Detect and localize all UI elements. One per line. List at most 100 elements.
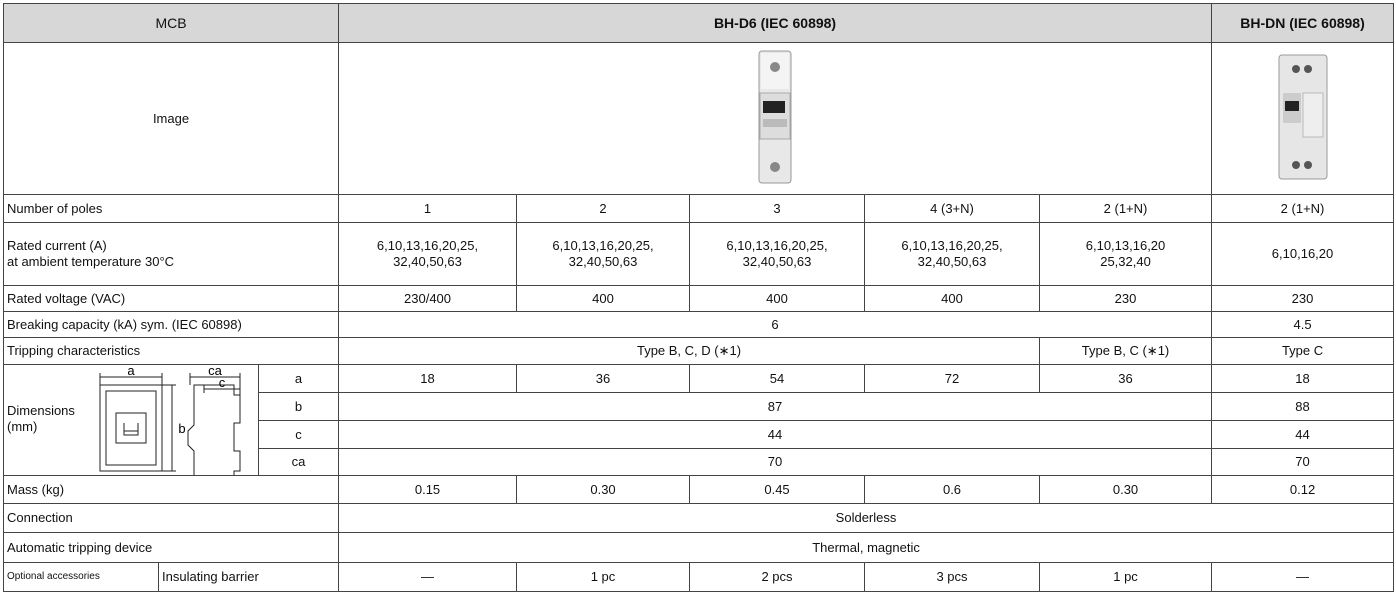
cell: 400: [689, 285, 866, 312]
line: at ambient temperature 30°C: [7, 254, 175, 269]
line: 32,40,50,63: [568, 254, 638, 269]
optional-accessories-row: Optional accessories Insulating barrier …: [3, 562, 1395, 592]
header-row: MCB BH-D6 (IEC 60898) BH-DN (IEC 60898): [2, 3, 1395, 43]
row-label: b: [257, 392, 340, 421]
cell: 70: [1211, 448, 1395, 476]
cell: 6,10,13,16,20 25,32,40: [1039, 222, 1213, 286]
cell: 1: [338, 194, 518, 223]
cell: 36: [516, 364, 691, 393]
cell: 230/400: [338, 285, 518, 312]
cell: 44: [338, 420, 1213, 449]
image-cell: [1211, 42, 1395, 195]
dimensions-label: Dimensions (mm): [7, 403, 75, 435]
cell: 0.15: [338, 475, 518, 504]
row-label: Tripping characteristics: [2, 337, 340, 365]
rated-current-row: Rated current (A) at ambient temperature …: [2, 222, 1395, 286]
cell: 88: [1211, 392, 1395, 421]
cell: 6: [338, 311, 1213, 338]
diagram-label: ca: [208, 365, 223, 378]
diagram-label: b: [178, 421, 185, 436]
cell: 6,10,13,16,20,25, 32,40,50,63: [864, 222, 1041, 286]
line: 6,10,13,16,20,25,: [376, 238, 479, 253]
row-label: a: [257, 364, 340, 393]
line: Dimensions: [7, 403, 75, 418]
header-cell: MCB: [2, 3, 340, 43]
cell: 400: [516, 285, 691, 312]
cell: 6,10,13,16,20,25, 32,40,50,63: [689, 222, 866, 286]
diagram-label: a: [127, 365, 135, 378]
line: 6,10,13,16,20,25,: [552, 238, 654, 253]
cell: 54: [689, 364, 866, 393]
diagram-label: c: [219, 375, 226, 390]
cell: Thermal, magnetic: [338, 532, 1395, 563]
cell: 230: [1211, 285, 1395, 312]
cell: 70: [338, 448, 1213, 476]
line: 25,32,40: [1100, 254, 1151, 269]
dimensions-cell: Dimensions (mm) a b ca c: [3, 364, 259, 476]
header-cell: BH-D6 (IEC 60898): [338, 3, 1213, 43]
line: 6,10,16,20: [1271, 246, 1334, 261]
cell: 6,10,13,16,20,25, 32,40,50,63: [338, 222, 518, 286]
cell: 0.6: [864, 475, 1041, 504]
cell: 87: [338, 392, 1213, 421]
cell: —: [1211, 562, 1395, 592]
row-label: Connection: [2, 503, 340, 533]
dimension-row: b 87 88: [4, 392, 1395, 421]
cell: Type B, C, D (∗1): [338, 337, 1041, 365]
cell: 2 pcs: [689, 562, 866, 592]
breaking-row: Breaking capacity (kA) sym. (IEC 60898) …: [2, 311, 1395, 338]
row-label: Mass (kg): [2, 475, 340, 504]
line: Rated current (A): [7, 238, 107, 253]
cell: 400: [864, 285, 1041, 312]
breaker-image: [758, 50, 792, 183]
breaker-image: [1278, 54, 1328, 179]
line: 6,10,13,16,20,25,: [901, 238, 1003, 253]
line: (mm): [7, 419, 38, 434]
row-label: Rated voltage (VAC): [2, 285, 340, 312]
cell: 72: [864, 364, 1041, 393]
cell: 3: [689, 194, 866, 223]
row-label: Number of poles: [2, 194, 340, 223]
dimension-row: Dimensions (mm) a b ca c a 18: [3, 364, 1395, 476]
cell: Type C: [1211, 337, 1395, 365]
line: 6,10,13,16,20: [1085, 238, 1166, 253]
tripping-row: Tripping characteristics Type B, C, D (∗…: [2, 337, 1395, 365]
cell: 3 pcs: [864, 562, 1041, 592]
cell: 0.30: [1039, 475, 1213, 504]
cell: Type B, C (∗1): [1039, 337, 1213, 365]
cell: 44: [1211, 420, 1395, 449]
rated-voltage-row: Rated voltage (VAC) 230/400 400 400 400 …: [2, 285, 1395, 312]
dimension-row: ca 70 70: [4, 448, 1395, 476]
cell: 2 (1+N): [1211, 194, 1395, 223]
row-label: Automatic tripping device: [2, 532, 340, 563]
cell: 230: [1039, 285, 1213, 312]
row-label: Image: [2, 42, 340, 195]
row-label: Rated current (A) at ambient temperature …: [2, 222, 340, 286]
image-cell: [338, 42, 1213, 195]
line: 32,40,50,63: [742, 254, 812, 269]
mass-row: Mass (kg) 0.15 0.30 0.45 0.6 0.30 0.12: [2, 475, 1395, 504]
row-label: c: [257, 420, 340, 449]
header-cell: BH-DN (IEC 60898): [1211, 3, 1395, 43]
row-sublabel: Insulating barrier: [157, 562, 340, 592]
cell: 1 pc: [1039, 562, 1213, 592]
cell: 18: [338, 364, 518, 393]
cell: 36: [1039, 364, 1213, 393]
line: 32,40,50,63: [393, 254, 462, 269]
cell: 1 pc: [516, 562, 691, 592]
cell: 0.30: [516, 475, 691, 504]
cell: Solderless: [338, 503, 1395, 533]
cell: 4.5: [1211, 311, 1395, 338]
cell: 6,10,16,20: [1211, 222, 1395, 286]
row-label: ca: [257, 448, 340, 476]
dimension-diagram: a b ca c: [99, 365, 241, 475]
spec-table: MCB BH-D6 (IEC 60898) BH-DN (IEC 60898) …: [2, 3, 1395, 592]
row-label: Optional accessories: [3, 562, 159, 592]
line: 32,40,50,63: [917, 254, 987, 269]
image-row: Image: [2, 42, 1395, 195]
cell: 2 (1+N): [1039, 194, 1213, 223]
cell: 2: [516, 194, 691, 223]
cell: 4 (3+N): [864, 194, 1041, 223]
poles-row: Number of poles 1 2 3 4 (3+N) 2 (1+N) 2 …: [2, 194, 1395, 223]
